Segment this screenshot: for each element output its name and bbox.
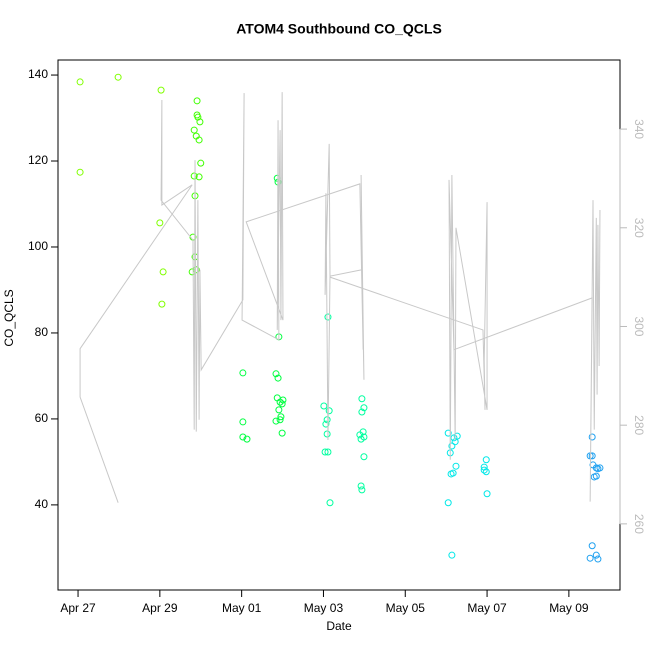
x-tick-label: May 09 [549, 601, 589, 615]
data-point [592, 551, 600, 559]
data-point [278, 400, 286, 408]
data-point [482, 456, 490, 464]
data-point [588, 433, 596, 441]
data-point [588, 452, 596, 460]
data-point [276, 416, 284, 424]
y2-tick-label: 340 [632, 119, 646, 139]
y2-tick-label: 280 [632, 415, 646, 435]
y2-tick-label: 260 [632, 514, 646, 534]
data-point [586, 554, 594, 562]
x-tick-label: May 03 [304, 601, 344, 615]
data-point [195, 173, 203, 181]
data-point [197, 159, 205, 167]
data-point [358, 408, 366, 416]
x-tick-label: May 01 [222, 601, 262, 615]
y-axis-label: CO_QCLS [2, 289, 16, 346]
data-point [272, 417, 280, 425]
data-point [324, 313, 332, 321]
data-point [190, 172, 198, 180]
y-tick-label: 140 [28, 67, 48, 81]
data-point [278, 429, 286, 437]
y2-tick-label: 320 [632, 218, 646, 238]
y-tick-label: 40 [35, 497, 49, 511]
data-point [450, 434, 458, 442]
data-point [156, 219, 164, 227]
data-point [453, 432, 461, 440]
data-point [326, 499, 334, 507]
data-point [323, 430, 331, 438]
data-point [196, 118, 204, 126]
x-tick-label: Apr 27 [60, 601, 96, 615]
data-point [357, 482, 365, 490]
data-point [243, 435, 251, 443]
x-tick-label: Apr 29 [142, 601, 178, 615]
data-point [358, 486, 366, 494]
data-point [588, 542, 596, 550]
data-point [279, 396, 287, 404]
data-point [193, 97, 201, 105]
data-point [358, 395, 366, 403]
data-point [360, 453, 368, 461]
data-point [360, 404, 368, 412]
data-point [320, 402, 328, 410]
data-point [452, 462, 460, 470]
data-point [239, 418, 247, 426]
data-point [448, 442, 456, 450]
data-point [158, 300, 166, 308]
x-tick-label: May 05 [386, 601, 426, 615]
y-tick-label: 80 [35, 325, 49, 339]
data-point [76, 168, 84, 176]
data-point [357, 435, 365, 443]
x-axis-label: Date [326, 619, 352, 633]
data-point [321, 448, 329, 456]
data-point [114, 73, 122, 81]
data-point [157, 86, 165, 94]
data-point [159, 268, 167, 276]
data-point [325, 407, 333, 415]
y-tick-label: 100 [28, 239, 48, 253]
data-point [195, 136, 203, 144]
data-point [483, 490, 491, 498]
y-tick-label: 60 [35, 411, 49, 425]
data-point [482, 468, 490, 476]
data-point [324, 448, 332, 456]
x-tick-label: May 07 [467, 601, 507, 615]
data-point [444, 429, 452, 437]
data-point [594, 555, 602, 563]
data-point [480, 466, 488, 474]
data-point [594, 465, 602, 473]
data-point [76, 78, 84, 86]
chart-title: ATOM4 Southbound CO_QCLS [236, 21, 442, 37]
data-point [272, 370, 280, 378]
data-point [359, 428, 367, 436]
data-line [79, 92, 601, 503]
data-point [322, 420, 330, 428]
data-point [239, 433, 247, 441]
y2-tick-label: 300 [632, 316, 646, 336]
data-point [239, 369, 247, 377]
data-point [275, 406, 283, 414]
data-point [444, 499, 452, 507]
data-point [274, 374, 282, 382]
data-point [277, 413, 285, 421]
data-point [448, 551, 456, 559]
data-point [447, 470, 455, 478]
data-point [323, 416, 331, 424]
data-point [190, 126, 198, 134]
y-tick-label: 120 [28, 153, 48, 167]
data-point [592, 472, 600, 480]
